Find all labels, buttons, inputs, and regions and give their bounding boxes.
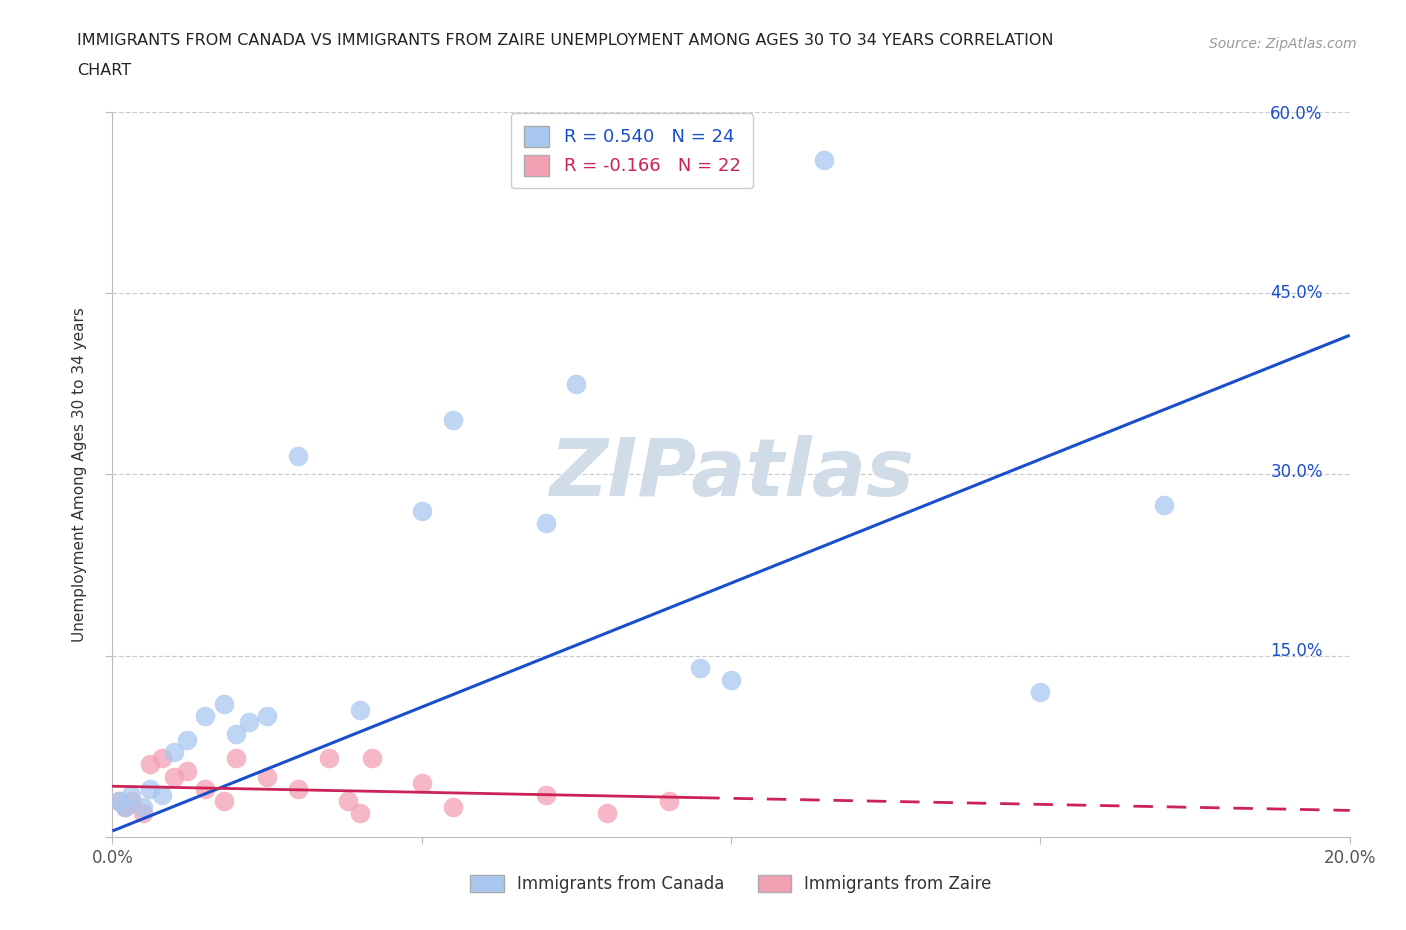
Point <box>655 785 678 800</box>
Point <box>981 677 1004 692</box>
Text: IMMIGRANTS FROM CANADA VS IMMIGRANTS FROM ZAIRE UNEMPLOYMENT AMONG AGES 30 TO 34: IMMIGRANTS FROM CANADA VS IMMIGRANTS FRO… <box>77 33 1054 47</box>
Text: CHART: CHART <box>77 63 131 78</box>
Legend: Immigrants from Canada, Immigrants from Zaire: Immigrants from Canada, Immigrants from … <box>451 857 990 891</box>
Point <box>170 785 193 800</box>
Point <box>246 701 269 716</box>
Point <box>464 790 486 805</box>
Y-axis label: Unemployment Among Ages 30 to 34 years: Unemployment Among Ages 30 to 34 years <box>72 302 87 637</box>
Point <box>710 665 733 680</box>
Point <box>176 790 198 805</box>
Text: Source: ZipAtlas.com: Source: ZipAtlas.com <box>1209 37 1357 51</box>
Point <box>546 778 568 793</box>
Point <box>382 796 405 811</box>
Point <box>181 785 204 800</box>
Point <box>191 796 214 811</box>
Point <box>176 790 198 805</box>
Point <box>284 707 307 722</box>
Point <box>356 743 378 758</box>
Point <box>197 749 219 764</box>
Point <box>437 766 460 781</box>
Point <box>263 785 285 800</box>
Point <box>301 761 323 776</box>
Point <box>382 695 405 710</box>
Point <box>231 724 253 739</box>
Point <box>301 701 323 716</box>
Point <box>208 743 231 758</box>
Point <box>1091 492 1114 507</box>
Point <box>219 737 242 751</box>
Point <box>682 653 704 668</box>
Point <box>246 773 269 788</box>
Point <box>170 785 193 800</box>
Point <box>464 408 486 423</box>
Point <box>546 510 568 525</box>
Point <box>394 743 416 758</box>
Point <box>328 445 350 459</box>
Point <box>263 689 285 704</box>
Point <box>437 498 460 513</box>
Point <box>792 152 814 166</box>
Point <box>600 796 623 811</box>
Point <box>181 778 204 793</box>
Point <box>191 790 214 805</box>
Point <box>231 754 253 769</box>
Point <box>219 761 242 776</box>
Point <box>328 773 350 788</box>
Point <box>208 778 231 793</box>
Text: ZIPatlas: ZIPatlas <box>538 431 903 509</box>
Point <box>574 373 596 388</box>
Point <box>197 773 219 788</box>
Point <box>274 719 297 734</box>
Point <box>274 743 297 758</box>
Point <box>371 785 394 800</box>
